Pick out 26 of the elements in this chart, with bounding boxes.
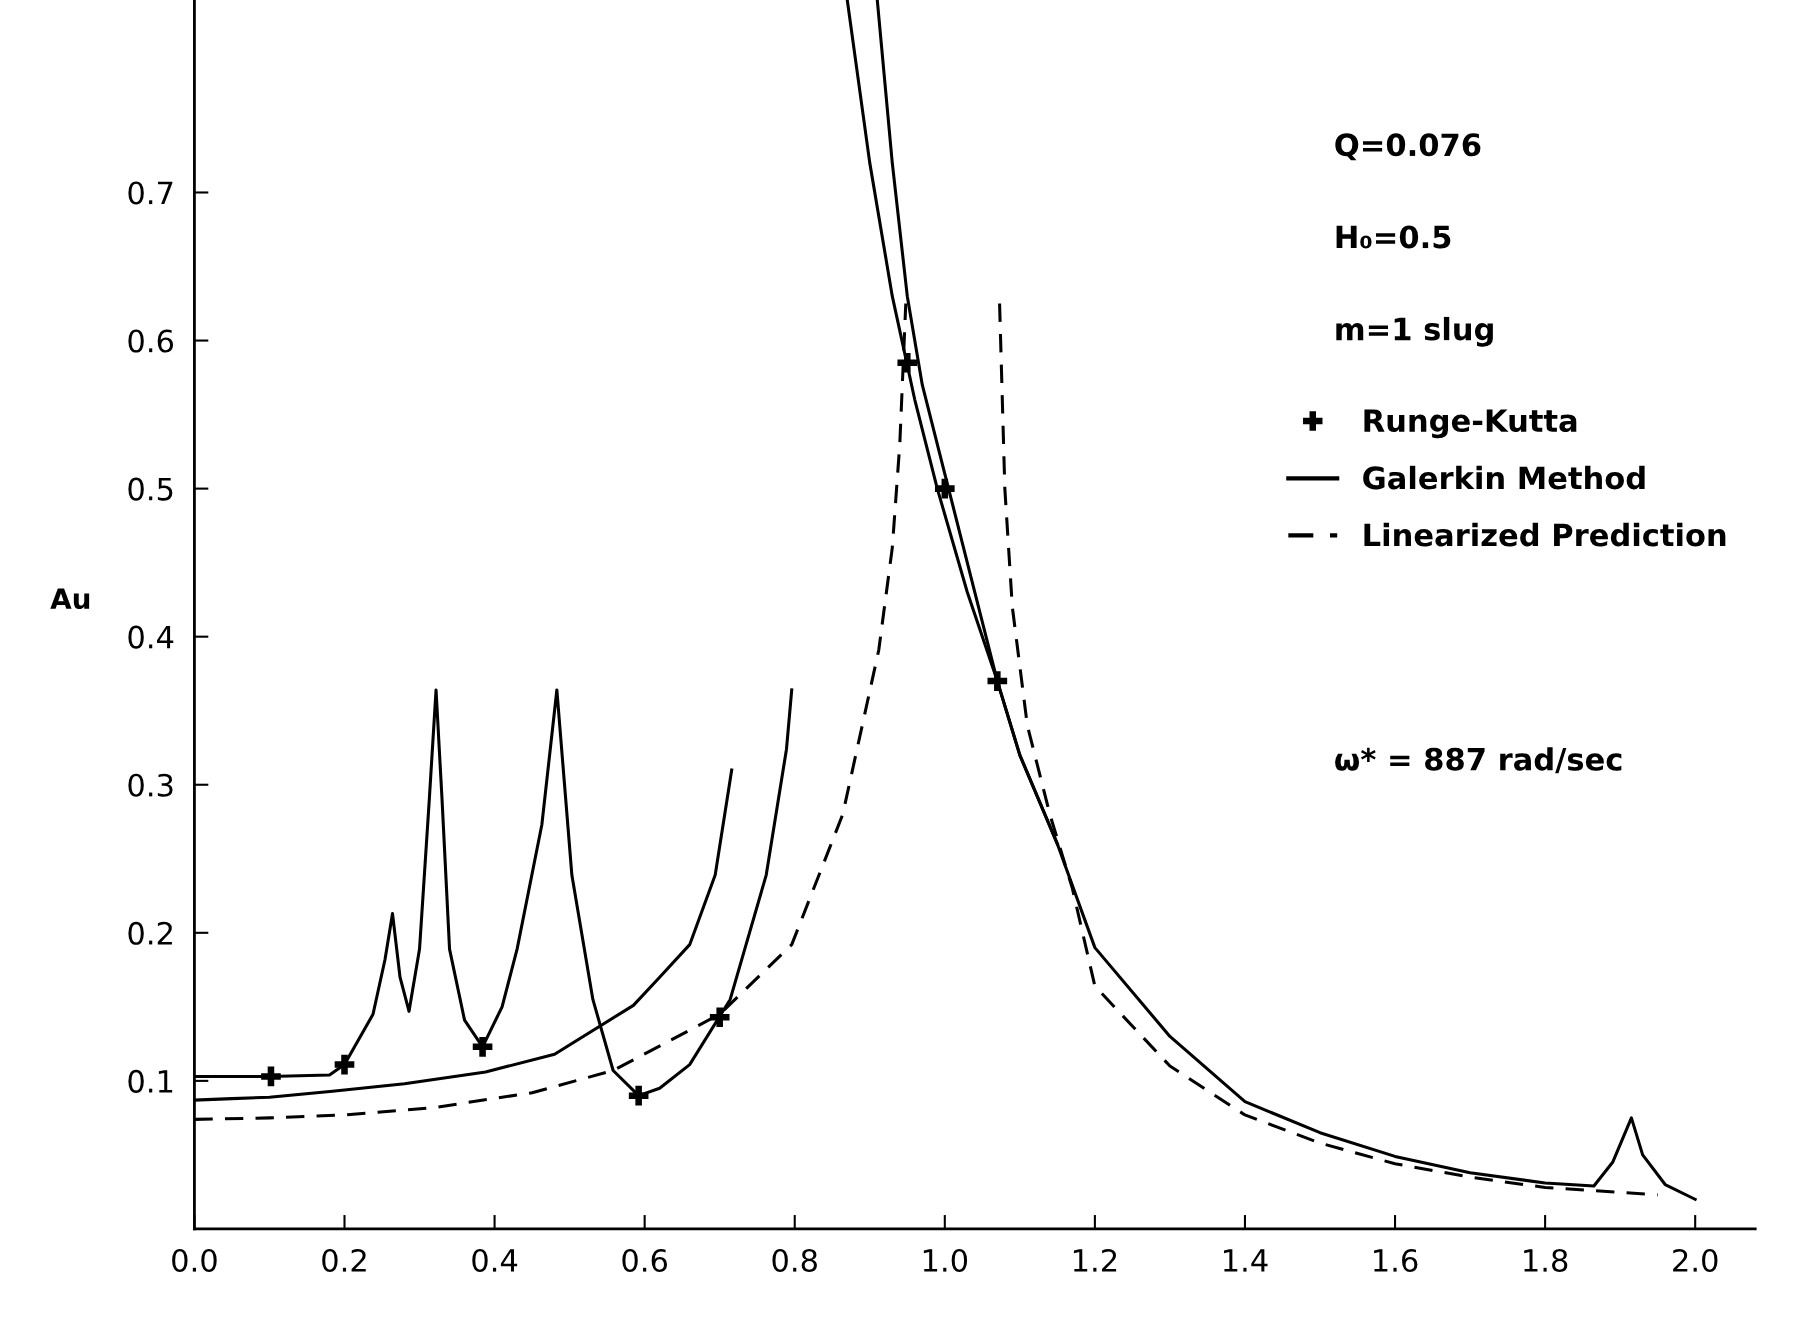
x-tick-label: 0.0 [172,1248,217,1273]
legend-label: Galerkin Method [1363,465,1645,490]
x-tick-label: 0.8 [772,1248,817,1273]
x-tick-label: 2.0 [1673,1248,1718,1273]
annotation: H₀=0.5 [1336,225,1451,249]
y-tick-label: 0.3 [128,773,173,797]
annotation: Q=0.076 [1335,133,1481,161]
x-tick-label: 1.4 [1224,1249,1268,1272]
x-tick-label: 1.8 [1524,1248,1568,1273]
annotation: m=1 slug [1336,316,1493,347]
y-tick-label: 0.5 [128,477,173,501]
x-tick-label: 1.2 [1073,1248,1117,1272]
y-tick-label: 0.6 [128,329,174,353]
y-tick-label: 0.1 [128,1069,173,1093]
x-tick-label: 0.2 [322,1248,366,1273]
x-tick-label: 1.0 [923,1248,968,1273]
y-tick-label: 0.7 [128,181,173,205]
legend-label: Linearized Prediction [1364,522,1726,547]
x-tick-label: 1.6 [1374,1248,1418,1273]
y-axis-title: Au [50,588,90,610]
x-tick-label: 0.6 [622,1248,668,1273]
y-tick-label: 0.2 [128,921,172,945]
x-tick-label: 0.4 [472,1248,518,1273]
legend-label: Runge-Kutta [1364,409,1577,439]
annotation: ω* = 887 rad/sec [1335,747,1622,774]
y-tick-label: 0.4 [128,625,174,649]
